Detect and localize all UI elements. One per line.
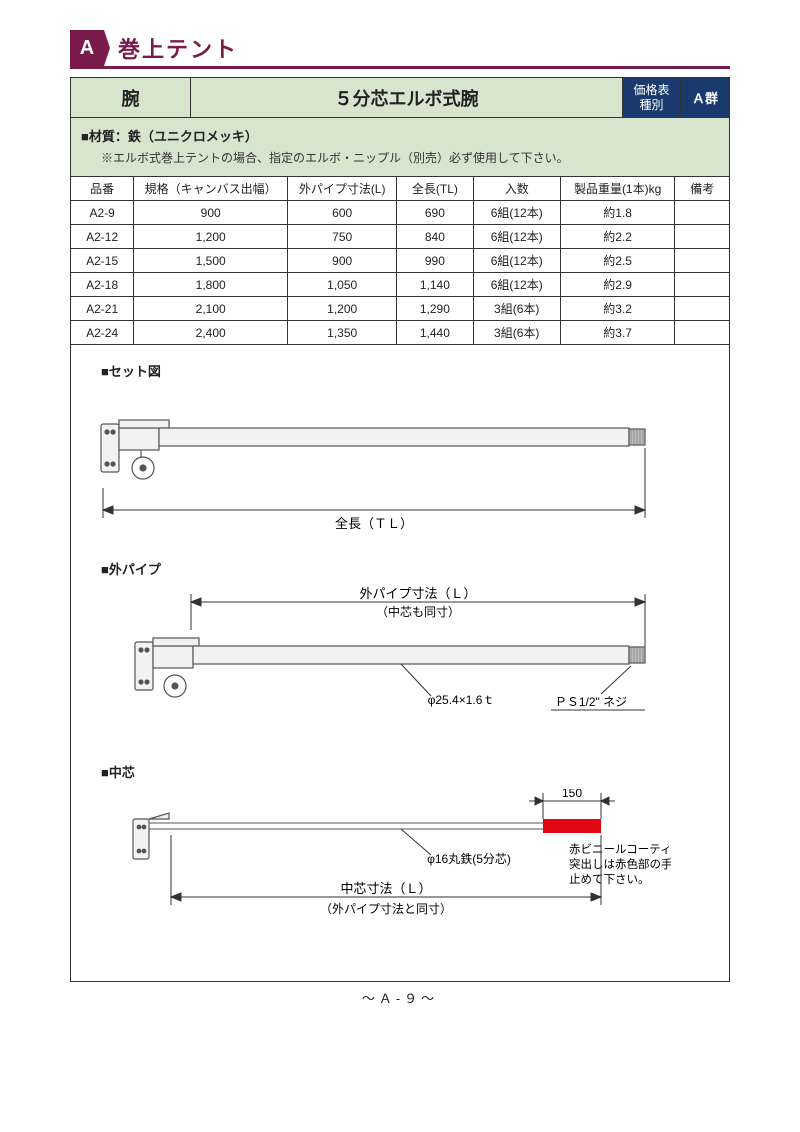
table-cell: 1,800 — [134, 273, 288, 297]
material-box: ■材質：鉄（ユニクロメッキ） ※エルボ式巻上テントの場合、指定のエルボ・ニップル… — [70, 117, 730, 176]
category-letter: A — [70, 30, 104, 66]
table-cell: 1,350 — [288, 321, 397, 345]
subheader-price-label: 価格表種別 — [623, 78, 681, 117]
table-cell: 1,200 — [288, 297, 397, 321]
table-cell: A2-15 — [71, 249, 134, 273]
core-red-note-2: 突出しは赤色部の手前で — [569, 857, 671, 871]
material-line2: ※エルボ式巻上テントの場合、指定のエルボ・ニップル（別売）必ず使用して下さい。 — [81, 145, 719, 166]
table-cell: 690 — [397, 201, 473, 225]
table-cell — [675, 249, 730, 273]
core-dim-150: 150 — [562, 789, 582, 800]
table-cell: 1,500 — [134, 249, 288, 273]
table-cell: 750 — [288, 225, 397, 249]
subheader-product: ５分芯エルボ式腕 — [191, 78, 623, 117]
table-cell: 1,050 — [288, 273, 397, 297]
table-cell: 約2.9 — [560, 273, 675, 297]
table-cell: 3組(6本) — [473, 321, 560, 345]
th-3: 全長(TL) — [397, 177, 473, 201]
outer-diagram-title: ■外パイプ — [101, 559, 709, 578]
th-4: 入数 — [473, 177, 560, 201]
table-row: A2-151,5009009906組(12本)約2.5 — [71, 249, 730, 273]
core-red-note-1: 赤ビニールコーティング — [569, 842, 671, 856]
outer-dim-upper: 外パイプ寸法（Ｌ） — [359, 586, 476, 601]
table-cell — [675, 273, 730, 297]
table-cell — [675, 297, 730, 321]
table-cell: A2-9 — [71, 201, 134, 225]
core-callout-phi16: φ16丸鉄(5分芯) — [427, 851, 511, 866]
table-row: A2-99006006906組(12本)約1.8 — [71, 201, 730, 225]
outer-dim-sub: （中芯も同寸） — [376, 604, 460, 619]
table-cell: 約2.5 — [560, 249, 675, 273]
table-cell: A2-12 — [71, 225, 134, 249]
th-2: 外パイプ寸法(L) — [288, 177, 397, 201]
sub-header: 腕 ５分芯エルボ式腕 価格表種別 Ａ群 — [70, 77, 730, 117]
table-row: A2-212,1001,2001,2903組(6本)約3.2 — [71, 297, 730, 321]
set-diagram-title: ■セット図 — [101, 361, 709, 380]
th-1: 規格（キャンバス出幅） — [134, 177, 288, 201]
table-cell: 6組(12本) — [473, 249, 560, 273]
th-0: 品番 — [71, 177, 134, 201]
table-cell: 900 — [134, 201, 288, 225]
table-cell: 6組(12本) — [473, 225, 560, 249]
subheader-group: Ａ群 — [681, 78, 729, 117]
red-coating-icon — [543, 819, 601, 833]
table-cell: 900 — [288, 249, 397, 273]
table-cell: A2-21 — [71, 297, 134, 321]
table-cell: A2-24 — [71, 321, 134, 345]
table-cell: 990 — [397, 249, 473, 273]
category-header: A 巻上テント — [70, 30, 730, 69]
subheader-arm: 腕 — [71, 78, 191, 117]
table-cell: 約2.2 — [560, 225, 675, 249]
table-cell: 840 — [397, 225, 473, 249]
spec-table: 品番 規格（キャンバス出幅） 外パイプ寸法(L) 全長(TL) 入数 製品重量(… — [70, 176, 730, 345]
core-red-note-3: 止めて下さい。 — [569, 873, 650, 886]
table-cell: 2,100 — [134, 297, 288, 321]
table-cell: 約1.8 — [560, 201, 675, 225]
table-header-row: 品番 規格（キャンバス出幅） 外パイプ寸法(L) 全長(TL) 入数 製品重量(… — [71, 177, 730, 201]
table-cell: 6組(12本) — [473, 201, 560, 225]
table-cell — [675, 225, 730, 249]
th-5: 製品重量(1本)kg — [560, 177, 675, 201]
material-line1: ■材質：鉄（ユニクロメッキ） — [81, 126, 719, 145]
core-dim-lower: 中芯寸法（Ｌ） — [340, 881, 431, 896]
table-cell: 約3.7 — [560, 321, 675, 345]
table-cell: A2-18 — [71, 273, 134, 297]
table-cell: 2,400 — [134, 321, 288, 345]
category-title: 巻上テント — [104, 30, 238, 66]
table-cell: 1,290 — [397, 297, 473, 321]
outer-pipe-diagram: 外パイプ寸法（Ｌ） （中芯も同寸） — [91, 586, 671, 756]
table-cell: 600 — [288, 201, 397, 225]
outer-callout-phi: φ25.4×1.6ｔ — [428, 693, 495, 707]
table-cell: 1,440 — [397, 321, 473, 345]
table-row: A2-242,4001,3501,4403組(6本)約3.7 — [71, 321, 730, 345]
core-dim-sub: （外パイプ寸法と同寸） — [320, 902, 452, 916]
th-6: 備考 — [675, 177, 730, 201]
page-footer: ～Ａ-９～ — [70, 982, 730, 1007]
table-cell: 約3.2 — [560, 297, 675, 321]
table-cell: 1,200 — [134, 225, 288, 249]
table-cell — [675, 201, 730, 225]
table-row: A2-181,8001,0501,1406組(12本)約2.9 — [71, 273, 730, 297]
diagram-frame: ■セット図 — [70, 345, 730, 982]
set-diagram: 全長（ＴＬ） — [91, 388, 671, 553]
outer-callout-thread: ＰＳ1/2" ネジ — [555, 695, 627, 709]
table-row: A2-121,2007508406組(12本)約2.2 — [71, 225, 730, 249]
table-cell: 3組(6本) — [473, 297, 560, 321]
table-cell: 1,140 — [397, 273, 473, 297]
table-cell: 6組(12本) — [473, 273, 560, 297]
core-diagram-title: ■中芯 — [101, 762, 709, 781]
set-tl-label: 全長（ＴＬ） — [335, 516, 413, 531]
table-cell — [675, 321, 730, 345]
core-diagram: 150 φ16丸鉄(5分芯) 赤ビニールコーティング 突出しは赤色部の手前で 止… — [91, 789, 671, 957]
